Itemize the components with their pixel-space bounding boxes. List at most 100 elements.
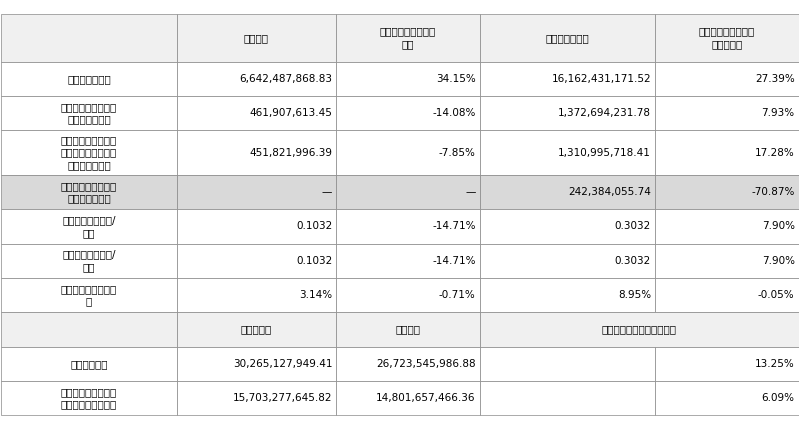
Text: 年初至报告期末: 年初至报告期末 xyxy=(546,33,590,43)
Bar xyxy=(336,62,480,96)
Text: 本报告期末: 本报告期末 xyxy=(241,324,272,334)
Bar xyxy=(480,381,655,415)
Text: 7.90%: 7.90% xyxy=(762,221,794,232)
Text: -14.71%: -14.71% xyxy=(432,221,476,232)
Text: 经营活动产生的现金
流量净额（元）: 经营活动产生的现金 流量净额（元） xyxy=(61,181,118,204)
Text: 13.25%: 13.25% xyxy=(755,359,794,369)
Bar xyxy=(480,278,655,312)
Text: 归属于上市公司股东
的净利润（元）: 归属于上市公司股东 的净利润（元） xyxy=(61,102,118,124)
Bar xyxy=(336,130,480,175)
Text: 3.14%: 3.14% xyxy=(299,290,332,300)
Text: 7.93%: 7.93% xyxy=(762,108,794,118)
Text: 0.3032: 0.3032 xyxy=(615,221,651,232)
Bar xyxy=(655,96,798,130)
Bar xyxy=(177,346,336,381)
Bar xyxy=(2,244,177,278)
Text: 451,821,996.39: 451,821,996.39 xyxy=(250,147,332,158)
Bar xyxy=(177,312,336,346)
Bar xyxy=(336,312,480,346)
Bar xyxy=(480,346,655,381)
Bar xyxy=(480,130,655,175)
Bar xyxy=(336,244,480,278)
Text: 0.3032: 0.3032 xyxy=(615,256,651,266)
Text: 14,801,657,466.36: 14,801,657,466.36 xyxy=(376,393,476,403)
Bar xyxy=(177,96,336,130)
Text: 6.09%: 6.09% xyxy=(762,393,794,403)
Text: 6,642,487,868.83: 6,642,487,868.83 xyxy=(239,74,332,84)
Bar xyxy=(2,278,177,312)
Bar xyxy=(177,381,336,415)
Bar xyxy=(655,130,798,175)
Text: 34.15%: 34.15% xyxy=(436,74,476,84)
Bar xyxy=(177,14,336,62)
Bar xyxy=(177,62,336,96)
Bar xyxy=(2,130,177,175)
Bar xyxy=(480,175,655,210)
Bar xyxy=(336,381,480,415)
Bar xyxy=(2,175,177,210)
Text: 15,703,277,645.82: 15,703,277,645.82 xyxy=(233,393,332,403)
Bar xyxy=(336,175,480,210)
Text: 基本每股收益（元/
股）: 基本每股收益（元/ 股） xyxy=(62,215,116,238)
Bar xyxy=(480,244,655,278)
Bar xyxy=(655,210,798,244)
Bar xyxy=(655,278,798,312)
Text: 0.1032: 0.1032 xyxy=(296,256,332,266)
Bar xyxy=(336,210,480,244)
Bar xyxy=(655,244,798,278)
Text: 17.28%: 17.28% xyxy=(755,147,794,158)
Bar xyxy=(2,96,177,130)
Text: -0.05%: -0.05% xyxy=(758,290,794,300)
Text: 461,907,613.45: 461,907,613.45 xyxy=(250,108,332,118)
Text: 27.39%: 27.39% xyxy=(755,74,794,84)
Bar xyxy=(480,312,798,346)
Bar xyxy=(336,346,480,381)
Bar xyxy=(480,62,655,96)
Bar xyxy=(177,175,336,210)
Text: 本报告期末比上年度末增减: 本报告期末比上年度末增减 xyxy=(602,324,677,334)
Text: 242,384,055.74: 242,384,055.74 xyxy=(568,187,651,197)
Text: 1,310,995,718.41: 1,310,995,718.41 xyxy=(558,147,651,158)
Text: 本报告期: 本报告期 xyxy=(244,33,269,43)
Text: -14.71%: -14.71% xyxy=(432,256,476,266)
Bar xyxy=(655,346,798,381)
Text: 归属于上市公司股东
的所有者权益（元）: 归属于上市公司股东 的所有者权益（元） xyxy=(61,387,118,409)
Text: 营业收入（元）: 营业收入（元） xyxy=(67,74,111,84)
Text: -0.71%: -0.71% xyxy=(439,290,476,300)
Bar xyxy=(655,381,798,415)
Bar xyxy=(177,130,336,175)
Bar xyxy=(177,244,336,278)
Text: -14.08%: -14.08% xyxy=(432,108,476,118)
Text: 年初至报告期末比上
年同期增减: 年初至报告期末比上 年同期增减 xyxy=(698,27,755,49)
Bar xyxy=(177,278,336,312)
Text: —: — xyxy=(322,187,332,197)
Text: 8.95%: 8.95% xyxy=(618,290,651,300)
Bar xyxy=(655,14,798,62)
Text: -7.85%: -7.85% xyxy=(439,147,476,158)
Text: 总资产（元）: 总资产（元） xyxy=(70,359,108,369)
Bar xyxy=(480,14,655,62)
Bar xyxy=(2,381,177,415)
Bar xyxy=(2,346,177,381)
Bar xyxy=(655,175,798,210)
Text: 归属于上市公司股东
的扣除非经常性损益
的净利润（元）: 归属于上市公司股东 的扣除非经常性损益 的净利润（元） xyxy=(61,135,118,170)
Text: 7.90%: 7.90% xyxy=(762,256,794,266)
Text: 稀释每股收益（元/
股）: 稀释每股收益（元/ 股） xyxy=(62,249,116,272)
Text: 30,265,127,949.41: 30,265,127,949.41 xyxy=(233,359,332,369)
Text: —: — xyxy=(466,187,476,197)
Bar xyxy=(2,312,177,346)
Text: 26,723,545,986.88: 26,723,545,986.88 xyxy=(376,359,476,369)
Bar xyxy=(480,210,655,244)
Bar xyxy=(2,62,177,96)
Bar xyxy=(177,210,336,244)
Text: 加权平均净资产收益
率: 加权平均净资产收益 率 xyxy=(61,284,118,306)
Bar xyxy=(336,96,480,130)
Bar xyxy=(480,96,655,130)
Bar xyxy=(2,14,177,62)
Text: 16,162,431,171.52: 16,162,431,171.52 xyxy=(551,74,651,84)
Bar xyxy=(655,62,798,96)
Text: 1,372,694,231.78: 1,372,694,231.78 xyxy=(558,108,651,118)
Text: 本报告期比上年同期
增减: 本报告期比上年同期 增减 xyxy=(380,27,436,49)
Bar xyxy=(336,14,480,62)
Text: 0.1032: 0.1032 xyxy=(296,221,332,232)
